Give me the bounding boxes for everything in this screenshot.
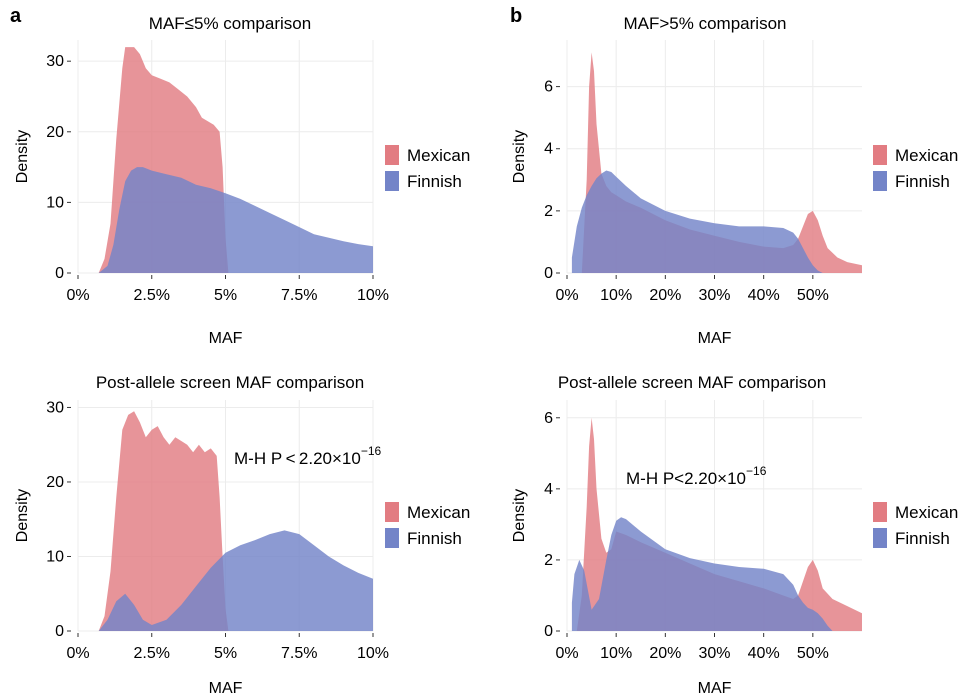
y-tick-label: 10 <box>46 548 64 565</box>
mh-p-value-annotation: M-H P < 2.20×10−16 <box>234 444 382 468</box>
legend-label-mexican: Mexican <box>407 503 470 522</box>
chart-maf-gt5-comparison: MAF>5% comparison 0% 10% 20% 30% 40% 50% 0 2 4 6 MA… <box>511 14 958 347</box>
y-tick-label: 2 <box>544 203 553 220</box>
x-tick-label: 7.5% <box>281 287 317 304</box>
y-tick-label: 30 <box>46 399 64 416</box>
y-tick-label: 0 <box>55 265 64 282</box>
x-tick-label: 10% <box>357 645 389 662</box>
chart-title: MAF>5% comparison <box>624 14 787 33</box>
y-tick-label: 0 <box>544 623 553 640</box>
panel-label-a: a <box>10 5 22 27</box>
chart-title: Post-allele screen MAF comparison <box>558 373 826 392</box>
x-tick-label: 10% <box>357 287 389 304</box>
x-tick-label: 40% <box>748 287 780 304</box>
x-tick-label: 5% <box>214 645 237 662</box>
x-axis-label: MAF <box>209 680 243 697</box>
y-tick-label: 6 <box>544 410 553 427</box>
y-tick-label: 20 <box>46 124 64 141</box>
x-tick-label: 30% <box>698 287 730 304</box>
y-axis-label: Density <box>511 489 528 542</box>
y-tick-label: 4 <box>544 481 553 498</box>
p-value-exponent: −16 <box>361 444 382 458</box>
legend-swatch-finnish <box>873 528 887 548</box>
legend-label-mexican: Mexican <box>407 146 470 165</box>
density-area-finnish <box>571 517 833 631</box>
y-tick-label: 0 <box>55 623 64 640</box>
y-tick-label: 20 <box>46 474 64 491</box>
legend-swatch-finnish <box>385 528 399 548</box>
legend-label-mexican: Mexican <box>895 146 958 165</box>
x-tick-label: 50% <box>797 645 829 662</box>
legend-label-finnish: Finnish <box>895 529 950 548</box>
density-area-finnish <box>571 170 823 273</box>
x-tick-label: 5% <box>214 287 237 304</box>
p-value-exponent: −16 <box>746 464 767 478</box>
y-tick-label: 6 <box>544 79 553 96</box>
y-tick-label: 10 <box>46 194 64 211</box>
x-axis-label: MAF <box>209 330 243 347</box>
y-axis-label: Density <box>14 489 31 542</box>
legend-label-mexican: Mexican <box>895 503 958 522</box>
x-tick-label: 2.5% <box>134 645 170 662</box>
legend-swatch-mexican <box>385 145 399 165</box>
y-axis-label: Density <box>14 130 31 183</box>
chart-title: Post-allele screen MAF comparison <box>96 373 364 392</box>
y-tick-label: 0 <box>544 265 553 282</box>
y-axis-label: Density <box>511 130 528 183</box>
chart-title: MAF≤5% comparison <box>149 14 311 33</box>
chart-maf-le5-comparison: MAF≤5% comparison 0% 2.5% 5% 7.5% 10% 0 10 20 30 M… <box>14 14 470 347</box>
x-tick-label: 0% <box>555 287 578 304</box>
panel-label-b: b <box>510 5 522 27</box>
density-area-finnish <box>98 167 373 273</box>
legend-swatch-finnish <box>873 171 887 191</box>
density-area-finnish <box>98 530 373 631</box>
legend-swatch-mexican <box>873 502 887 522</box>
x-tick-label: 0% <box>555 645 578 662</box>
x-tick-label: 0% <box>66 645 89 662</box>
x-tick-label: 20% <box>649 287 681 304</box>
x-tick-label: 2.5% <box>134 287 170 304</box>
x-tick-label: 7.5% <box>281 645 317 662</box>
legend-label-finnish: Finnish <box>407 172 462 191</box>
legend-label-finnish: Finnish <box>407 529 462 548</box>
x-tick-label: 20% <box>649 645 681 662</box>
x-tick-label: 30% <box>698 645 730 662</box>
y-tick-label: 30 <box>46 53 64 70</box>
density-area-mexican <box>98 411 229 631</box>
x-axis-label: MAF <box>698 330 732 347</box>
x-axis-label: MAF <box>698 680 732 697</box>
legend-swatch-mexican <box>873 145 887 165</box>
x-tick-label: 40% <box>748 645 780 662</box>
legend-label-finnish: Finnish <box>895 172 950 191</box>
y-tick-label: 4 <box>544 141 553 158</box>
x-tick-label: 10% <box>600 645 632 662</box>
x-tick-label: 50% <box>797 287 829 304</box>
x-tick-label: 10% <box>600 287 632 304</box>
x-tick-label: 0% <box>66 287 89 304</box>
mh-p-value-annotation: M-H P<2.20×10−16 <box>626 464 767 488</box>
y-tick-label: 2 <box>544 552 553 569</box>
chart-post-allele-low-maf: Post-allele screen MAF comparison 0% 2.5% 5… <box>14 373 470 697</box>
legend-swatch-mexican <box>385 502 399 522</box>
legend-swatch-finnish <box>385 171 399 191</box>
